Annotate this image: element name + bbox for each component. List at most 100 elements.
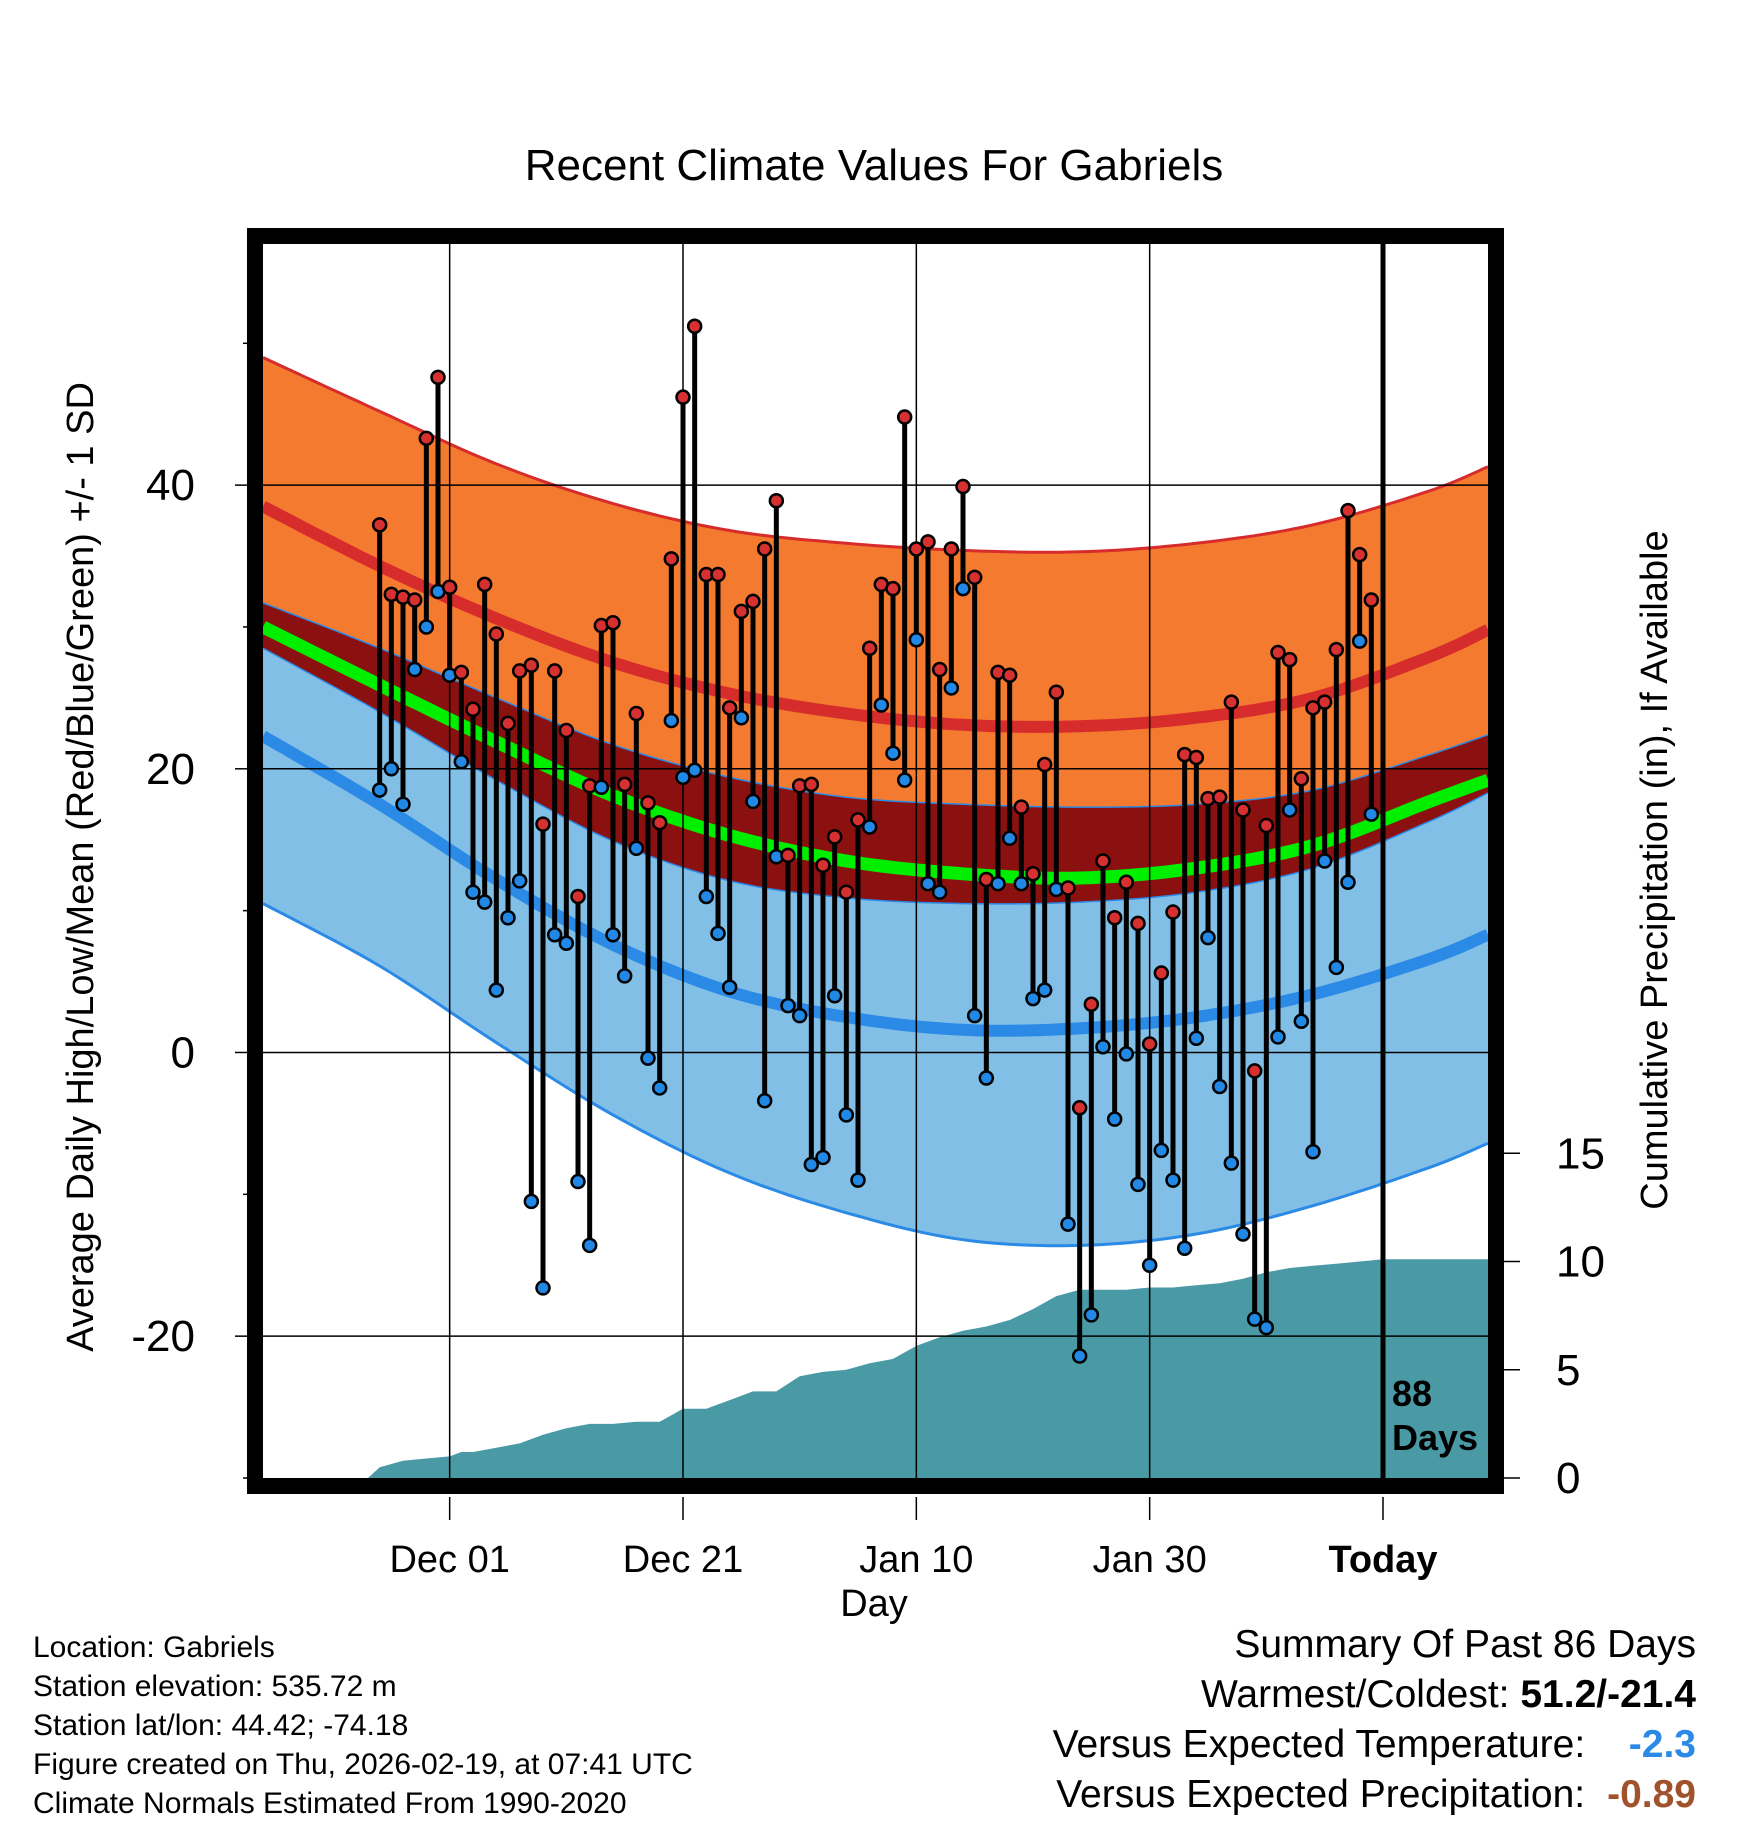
precip-anomaly-value: -0.89 [1607, 1773, 1696, 1816]
daily-high-point [1036, 756, 1053, 773]
daily-low-point [838, 1107, 855, 1123]
daily-high-point [651, 814, 668, 831]
daily-low-point [1118, 1046, 1135, 1062]
daily-low-point [803, 1156, 820, 1173]
daily-low-point [826, 987, 843, 1004]
daily-high-point [1095, 853, 1111, 869]
daily-low-point [966, 1007, 983, 1024]
daily-high-point [1211, 789, 1228, 805]
summary-panel: Summary Of Past 86 Days Warmest/Coldest:… [1053, 1620, 1696, 1820]
right-tick-label: 10 [1556, 1238, 1605, 1287]
daily-low-point [908, 631, 925, 648]
daily-low-point [500, 909, 516, 926]
daily-low-point [686, 762, 703, 778]
daily-low-point [1270, 1029, 1286, 1045]
daily-high-point [931, 661, 948, 678]
daily-low-point [1153, 1142, 1170, 1159]
summary-temp: Versus Expected Temperature: -2.3 [1053, 1720, 1696, 1770]
x-tick-label: Jan 30 [1093, 1539, 1207, 1581]
daily-high-point [453, 664, 470, 681]
extremes-value: 51.2/-21.4 [1520, 1673, 1696, 1716]
daily-high-point [406, 592, 423, 608]
daily-low-point [1328, 959, 1345, 976]
normal-mean-line [263, 621, 1488, 885]
daily-high-point [1025, 866, 1041, 882]
daily-low-point [861, 819, 878, 835]
daily-high-point [966, 569, 983, 586]
daily-low-point [418, 619, 435, 635]
daily-high-point [721, 700, 738, 716]
daily-low-point [395, 796, 411, 813]
daily-low-point [406, 661, 423, 678]
daily-high-point [1328, 641, 1345, 658]
daily-low-point [1293, 1013, 1310, 1030]
daily-low-point [791, 1007, 808, 1024]
daily-high-point [1048, 684, 1065, 700]
daily-low-point [896, 772, 913, 788]
daily-low-point [616, 968, 633, 984]
daily-low-point [476, 894, 493, 910]
extremes-label: Warmest/Coldest: [1201, 1673, 1510, 1716]
daily-high-point [1001, 667, 1018, 683]
daily-high-point [476, 576, 493, 593]
daily-low-point [955, 580, 971, 597]
daily-high-point [605, 614, 621, 631]
daily-high-point [558, 722, 575, 739]
left-tick-label: -20 [131, 1312, 195, 1361]
daily-high-point [756, 541, 773, 557]
mean-band [263, 602, 1488, 904]
daily-low-point [733, 709, 750, 726]
daily-low-point [1083, 1307, 1100, 1323]
daily-high-point [733, 603, 750, 620]
left-axis-label: Average Daily High/Low/Mean (Red/Blue/Gr… [60, 382, 102, 1352]
daily-low-point [943, 680, 960, 696]
climate-chart: Recent Climate Values For Gabriels 88Day… [60, 141, 1676, 1625]
right-tick-label: 15 [1556, 1129, 1605, 1178]
daily-low-point [1106, 1111, 1123, 1127]
daily-high-point [523, 657, 540, 674]
daily-low-point [1363, 806, 1380, 822]
daily-high-point [768, 492, 785, 509]
daily-high-point [465, 701, 481, 717]
daily-high-point [896, 409, 913, 425]
daily-high-point [1013, 799, 1030, 815]
daily-high-point [535, 816, 551, 832]
daily-high-point [1165, 904, 1181, 920]
precip-anomaly-label: Versus Expected Precipitation: [1056, 1773, 1586, 1816]
x-tick-label: Dec 01 [389, 1539, 509, 1581]
temp-anomaly-label: Versus Expected Temperature: [1052, 1723, 1586, 1766]
daily-high-point [628, 705, 645, 722]
daily-low-point [931, 884, 948, 900]
summary-extremes: Warmest/Coldest: 51.2/-21.4 [1053, 1670, 1696, 1720]
daily-high-point [430, 369, 446, 386]
daily-high-point [1258, 817, 1275, 834]
daily-low-point [453, 753, 470, 770]
daily-low-point [1211, 1078, 1228, 1095]
daily-low-point [978, 1070, 995, 1086]
daily-high-point [920, 534, 936, 550]
daily-low-point [546, 927, 563, 943]
daily-low-point [920, 875, 936, 892]
daily-low-point [1001, 830, 1018, 847]
daily-high-point [675, 389, 691, 405]
daily-low-point [1071, 1348, 1088, 1364]
daily-low-point [523, 1193, 540, 1210]
daily-low-point [605, 927, 621, 943]
daily-low-point [873, 697, 890, 713]
daily-high-point [1270, 644, 1286, 661]
days-count-label: 88 [1392, 1373, 1432, 1414]
daily-low-point [815, 1149, 831, 1166]
daily-low-point [1316, 853, 1333, 869]
daily-low-point [1165, 1172, 1181, 1188]
daily-high-point [885, 580, 901, 597]
daily-low-point [850, 1172, 866, 1188]
daily-high-point [371, 517, 388, 533]
daily-high-point [745, 593, 761, 610]
daily-high-point [1363, 592, 1380, 608]
daily-high-point [826, 829, 843, 845]
daily-low-point [383, 761, 400, 777]
daily-high-point [861, 640, 878, 656]
daily-low-point [780, 997, 796, 1014]
